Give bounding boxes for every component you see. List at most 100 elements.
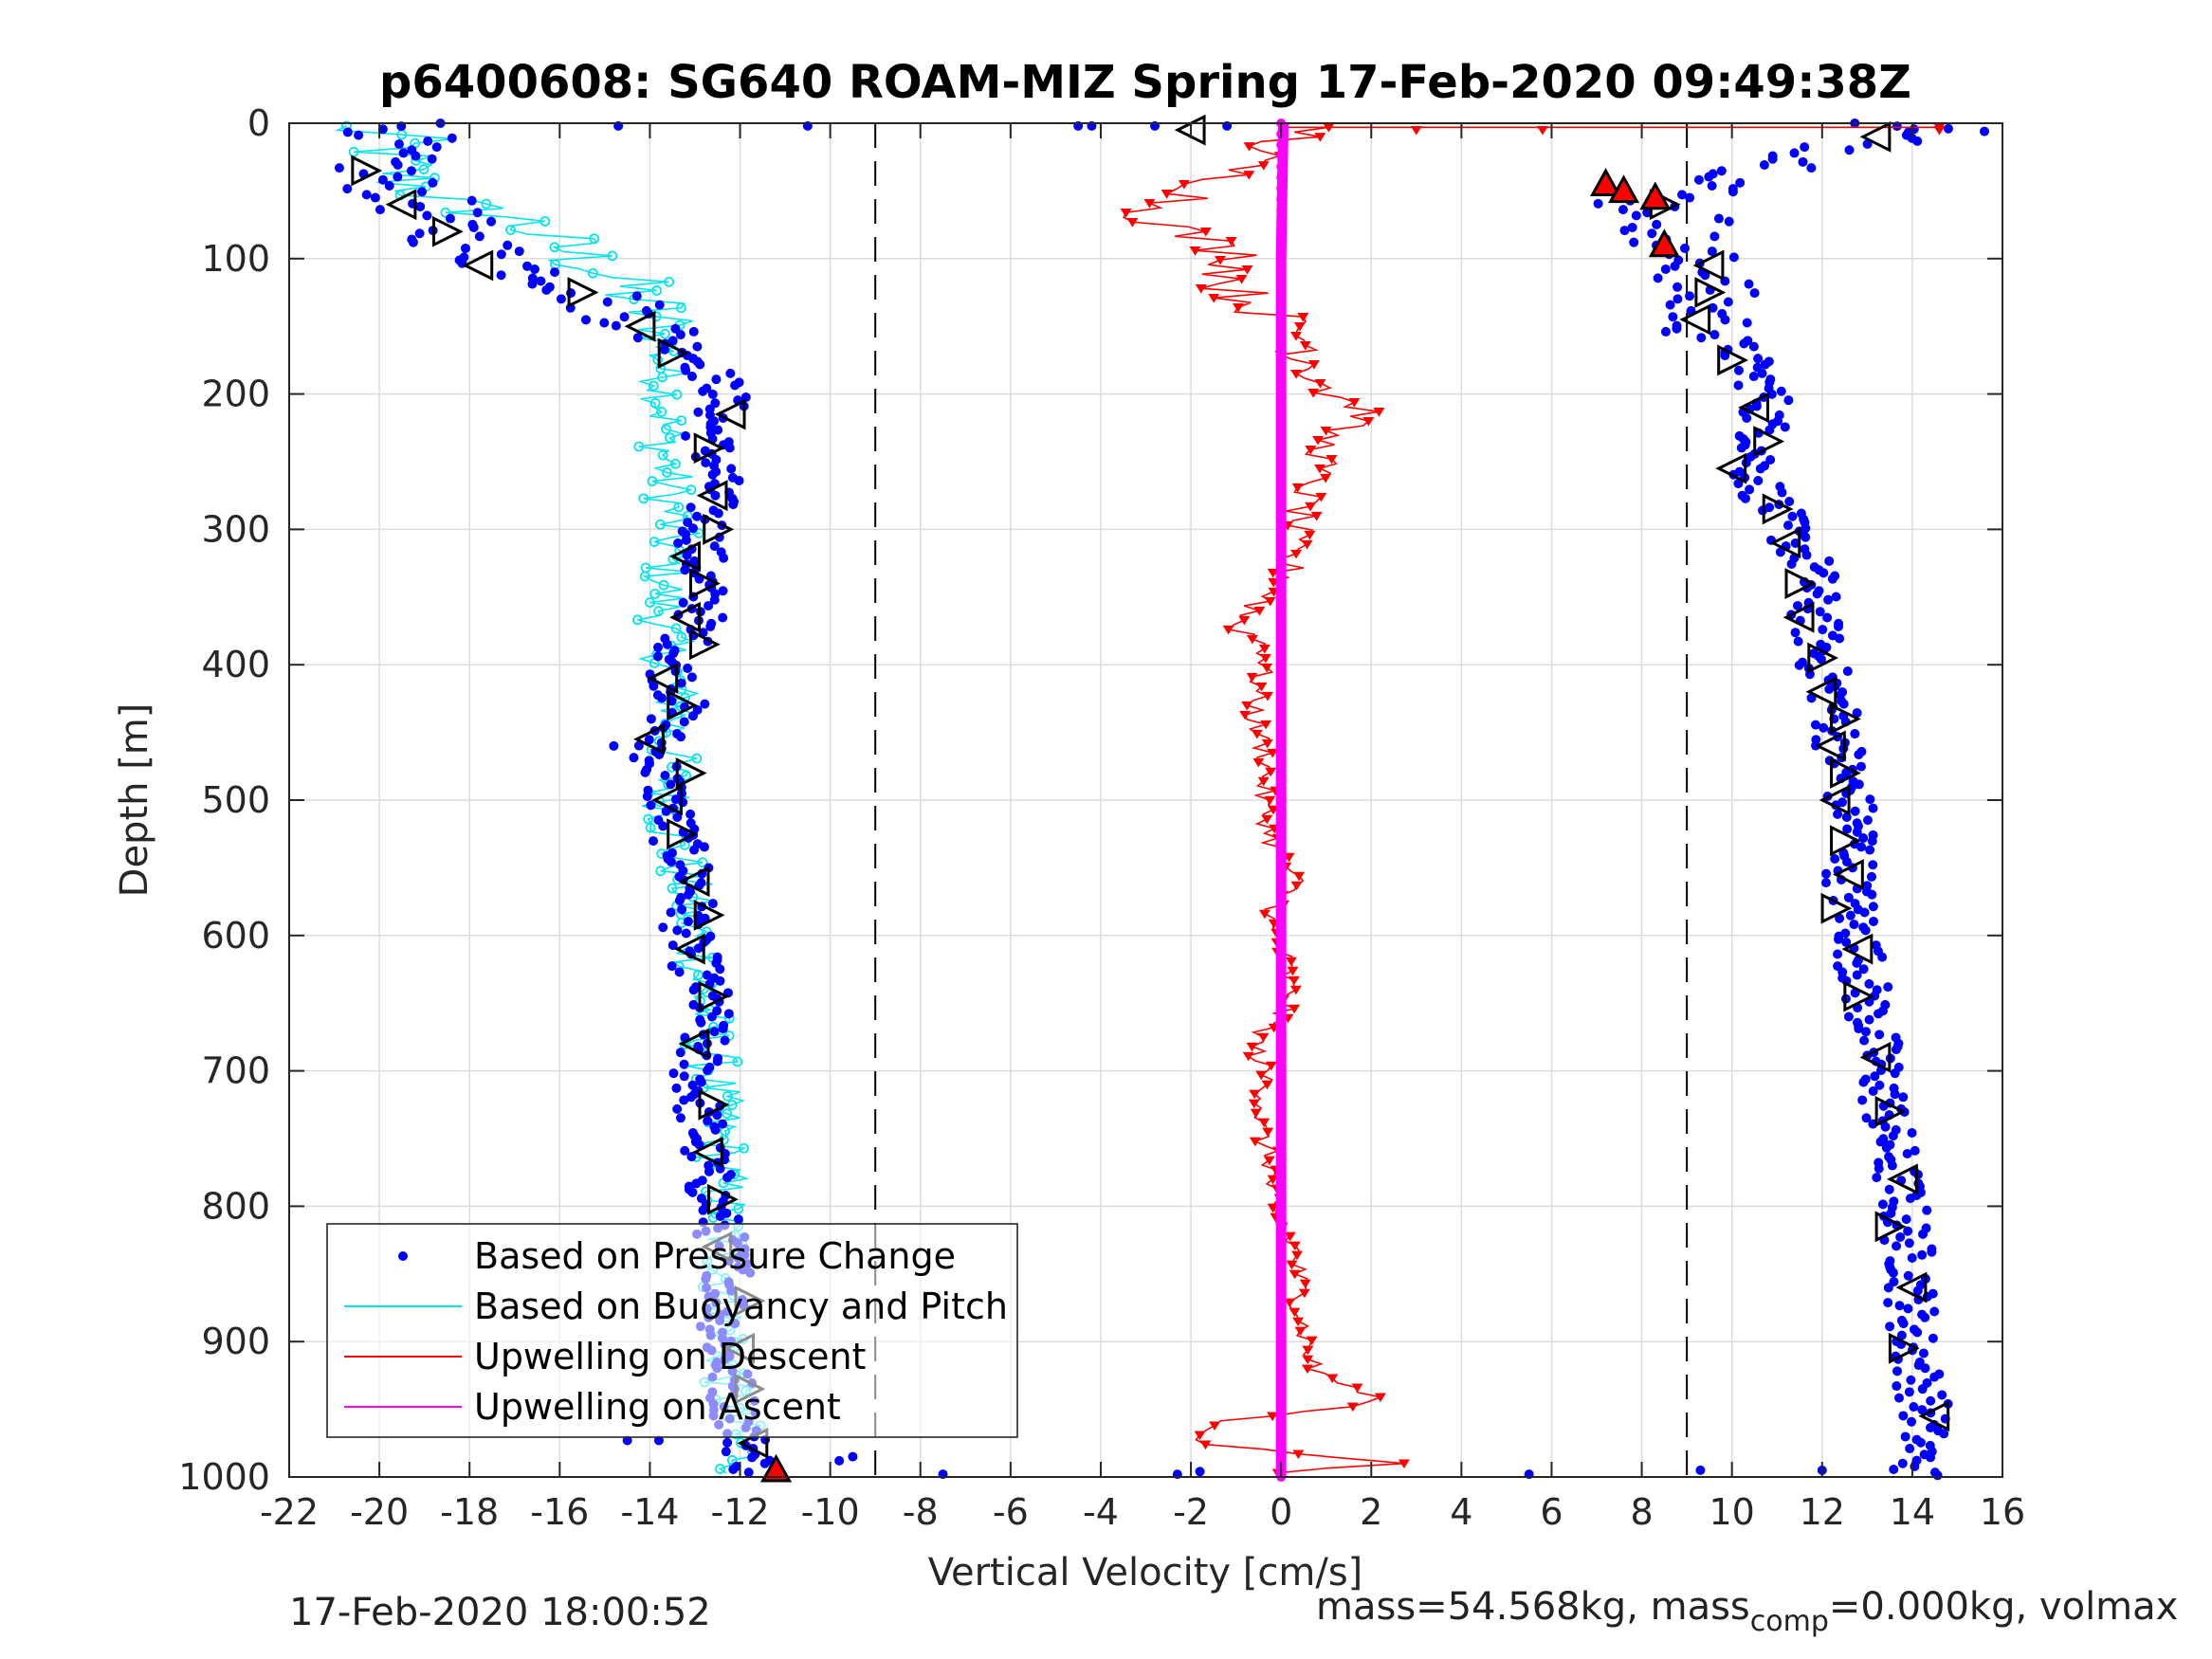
pressure-change-point-ascent [1892,1241,1902,1251]
pressure-change-point-descent [696,1017,706,1028]
upwelling-ascent-point [1276,606,1287,616]
buoyancy-pitch-point [607,250,618,262]
pressure-change-point-descent [654,300,665,310]
pressure-change-point-descent [653,642,664,652]
upwelling-ascent-point [1276,1363,1287,1374]
pressure-change-point-descent [566,288,576,299]
pressure-change-point-ascent [1824,684,1835,694]
upwelling-descent-point [1284,1298,1296,1308]
ascent-turn-marker [1843,980,1875,1012]
pressure-change-point-ascent [1740,493,1750,503]
buoyancy-pitch-point [440,207,451,218]
upwelling-descent-point [1314,378,1326,389]
descent-turn-marker [696,480,728,512]
pressure-change-point-descent [688,711,699,721]
pressure-change-point-descent [393,138,404,149]
descent-turn-marker [693,899,725,931]
upwelling-ascent-point [1276,822,1287,832]
pressure-change-point-descent [527,279,538,289]
pressure-change-point-descent [725,368,736,378]
pressure-change-point-ascent [1927,1247,1937,1257]
pressure-change-point-ascent [1780,422,1790,432]
pressure-change-point-descent [447,133,457,143]
pressure-change-point-ascent [1784,496,1795,506]
pressure-change-point-descent [361,190,372,200]
upwelling-ascent-point [1276,1321,1287,1331]
upwelling-ascent-point [1276,930,1287,940]
pressure-change-point-ascent [1790,538,1801,548]
upwelling-ascent-point [1276,400,1287,410]
buoyancy-pitch-point [647,476,658,486]
upwelling-ascent-point [1276,898,1287,908]
pressure-change-point-ascent [1905,1444,1915,1454]
upwelling-descent-point [1301,1364,1313,1375]
pressure-change-point-descent [679,1095,689,1105]
pressure-change-point-ascent [1744,279,1754,289]
upwelling-ascent-point [1276,1071,1287,1082]
pressure-change-point-ascent [1673,282,1683,292]
legend-label: Upwelling on Ascent [474,1386,841,1428]
pressure-change-point-ascent [1912,1327,1923,1338]
pressure-change-point-ascent [1925,1423,1935,1433]
pressure-change-point-descent [691,1178,702,1189]
pressure-change-point-descent [660,771,670,781]
pressure-change-point-descent [460,243,470,253]
upwelling-descent-point [1252,757,1265,768]
pressure-change-point-descent [712,1056,722,1066]
upwelling-descent-point [1209,1421,1221,1431]
buoyancy-pitch-point [348,146,359,157]
buoyancy-pitch-point [670,458,681,469]
legend: Based on Pressure Change Based on Buoyanc… [326,1223,1018,1438]
pressure-change-point-ascent [1870,1071,1880,1082]
pressure-change-point-ascent [1820,878,1831,888]
pressure-change-point-ascent [1858,964,1869,975]
pressure-change-point-ascent [1753,475,1764,485]
pressure-change-point-ascent [1922,1205,1932,1215]
upwelling-descent-point [1255,1070,1268,1081]
pressure-change-point-ascent [1735,177,1746,188]
pressure-change-outlier [1979,126,1989,137]
pressure-change-point-ascent [1897,1458,1908,1468]
buoyancy-pitch-point [671,389,683,400]
upwelling-ascent-point [1276,1017,1287,1028]
pressure-change-point-ascent [1742,318,1752,328]
upwelling-ascent-point [1276,1396,1287,1407]
upwelling-ascent-point [1276,1245,1287,1255]
pressure-change-point-descent [722,1437,733,1448]
upwelling-descent-point [1253,606,1266,616]
pressure-change-outlier [1195,1467,1205,1477]
upwelling-descent-point [1263,1156,1275,1166]
pressure-change-point-descent [688,985,699,995]
pressure-change-point-descent [649,681,659,691]
ascent-turn-marker [1888,1332,1920,1364]
upwelling-descent-point [1314,464,1326,474]
upwelling-ascent-point [1276,161,1287,172]
pressure-change-point-descent [683,517,693,527]
pressure-change-point-ascent [1868,1086,1878,1097]
pressure-change-point-descent [428,177,438,188]
pressure-change-point-ascent [1801,550,1812,560]
buoyancy-pitch-point [654,519,666,530]
upwelling-ascent-point [1276,410,1287,421]
pressure-change-point-descent [445,213,455,224]
pressure-change-point-ascent [1843,1012,1854,1022]
pressure-change-point-descent [687,1187,698,1197]
pressure-change-point-ascent [1782,520,1793,531]
pressure-change-point-descent [668,1068,679,1079]
pressure-change-point-ascent [1912,1169,1923,1179]
y-tick-label: 1000 [178,1456,270,1498]
upwelling-descent-point [1258,644,1271,654]
pressure-change-point-descent [689,845,700,855]
descent-turn-marker [714,398,746,430]
pressure-change-point-descent [599,318,610,328]
upwelling-ascent-point [1276,193,1287,204]
pressure-change-point-ascent [1835,913,1845,923]
buoyancy-pitch-point [686,484,697,496]
legend-swatch [398,1251,408,1261]
upwelling-descent-point [1320,473,1332,483]
x-tick-label: 10 [1709,1491,1755,1533]
pressure-change-point-descent [422,210,432,221]
pressure-change-point-ascent [1917,1405,1928,1415]
upwelling-descent-point [1325,454,1338,465]
upwelling-descent-point [1323,123,1335,133]
